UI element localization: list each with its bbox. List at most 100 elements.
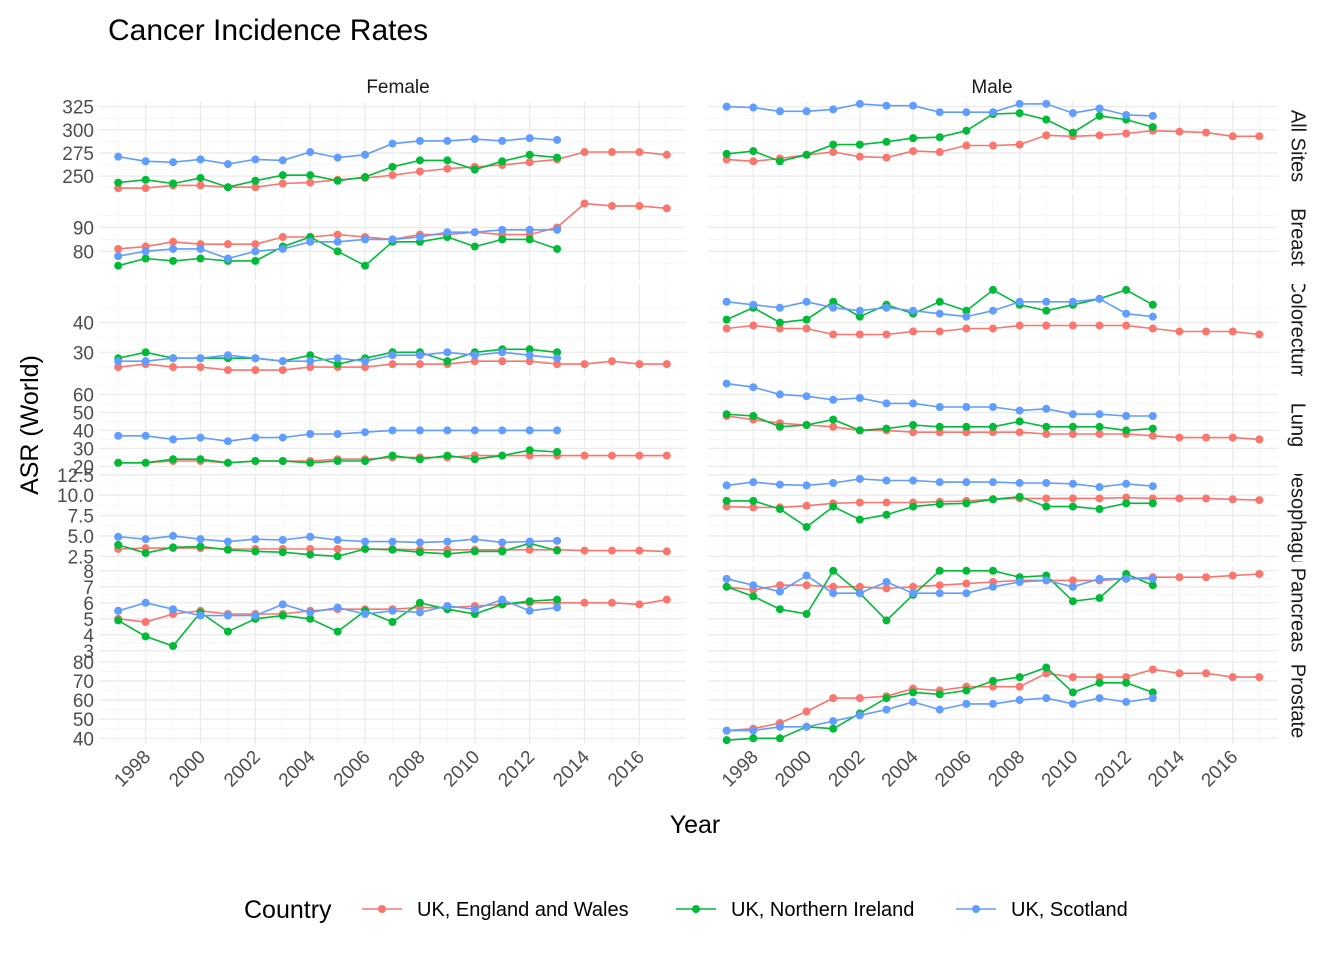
panel-breast-female: [99, 194, 686, 280]
data-point-uk-northern-ireland: [909, 134, 918, 143]
data-point-uk-scotland: [141, 357, 150, 366]
chart-title: Cancer Incidence Rates: [108, 14, 428, 47]
data-point-uk-england-and-wales: [662, 547, 671, 556]
data-point-uk-scotland: [415, 538, 424, 547]
data-point-uk-northern-ireland: [829, 502, 838, 511]
y-tick-label: 2.5: [68, 547, 94, 568]
data-point-uk-england-and-wales: [1255, 435, 1264, 444]
data-point-uk-scotland: [169, 435, 178, 444]
data-point-uk-northern-ireland: [1122, 285, 1131, 294]
data-point-uk-scotland: [962, 312, 971, 321]
data-point-uk-scotland: [1015, 297, 1024, 306]
data-point-uk-northern-ireland: [415, 548, 424, 557]
data-point-uk-scotland: [909, 476, 918, 485]
data-point-uk-england-and-wales: [1255, 570, 1264, 578]
data-point-uk-scotland: [882, 303, 891, 312]
y-tick-label: 80: [73, 242, 94, 263]
data-point-uk-scotland: [306, 532, 315, 541]
data-point-uk-scotland: [443, 348, 452, 357]
data-point-uk-northern-ireland: [223, 183, 232, 192]
data-point-uk-northern-ireland: [306, 458, 315, 467]
y-axis-title: ASR (World): [16, 355, 44, 495]
data-point-uk-scotland: [1042, 478, 1051, 487]
data-point-uk-scotland: [909, 589, 918, 598]
data-point-uk-england-and-wales: [722, 155, 731, 164]
data-point-uk-england-and-wales: [1015, 321, 1024, 330]
data-point-uk-scotland: [802, 107, 811, 116]
data-point-uk-northern-ireland: [498, 547, 507, 556]
data-point-uk-scotland: [1068, 109, 1077, 118]
data-point-uk-england-and-wales: [1148, 324, 1157, 333]
data-point-uk-scotland: [749, 478, 758, 487]
data-point-uk-england-and-wales: [1095, 673, 1104, 682]
data-point-uk-scotland: [498, 225, 507, 234]
data-point-uk-scotland: [223, 351, 232, 360]
data-point-uk-northern-ireland: [251, 547, 260, 556]
data-point-uk-scotland: [855, 99, 864, 108]
data-point-uk-northern-ireland: [1148, 123, 1157, 132]
data-point-uk-northern-ireland: [1122, 426, 1131, 435]
panel-colorectum-female: [99, 284, 686, 376]
data-point-uk-england-and-wales: [415, 360, 424, 369]
data-point-uk-england-and-wales: [278, 366, 287, 375]
data-point-uk-scotland: [775, 303, 784, 312]
data-point-uk-northern-ireland: [882, 424, 891, 433]
data-point-uk-northern-ireland: [775, 157, 784, 166]
y-tick-label: 8: [83, 562, 94, 583]
data-point-uk-northern-ireland: [306, 614, 315, 623]
data-point-uk-northern-ireland: [775, 605, 784, 614]
facet-strip-male: Male: [971, 77, 1012, 98]
data-point-uk-northern-ireland: [935, 133, 944, 142]
data-point-uk-england-and-wales: [989, 141, 997, 150]
facet-strip-row-breast: Breast: [1287, 208, 1309, 266]
data-point-uk-scotland: [855, 711, 864, 720]
data-point-uk-northern-ireland: [962, 499, 971, 508]
y-tick-label: 80: [73, 653, 94, 674]
data-point-uk-england-and-wales: [498, 357, 507, 366]
data-point-uk-england-and-wales: [251, 240, 260, 249]
data-point-uk-england-and-wales: [635, 600, 644, 609]
data-point-uk-northern-ireland: [989, 495, 997, 504]
data-point-uk-scotland: [470, 228, 479, 237]
legend-key-point: [972, 905, 980, 913]
data-point-uk-scotland: [882, 705, 891, 714]
data-point-uk-scotland: [802, 722, 811, 731]
data-point-uk-scotland: [909, 697, 918, 706]
facet-strip-row-oesophagus: Oesophagus: [1287, 474, 1309, 562]
data-point-uk-northern-ireland: [882, 137, 891, 146]
data-point-uk-england-and-wales: [607, 148, 616, 157]
data-point-uk-northern-ireland: [829, 415, 838, 424]
data-point-uk-scotland: [498, 348, 507, 357]
panel-lung-female: [99, 380, 686, 470]
x-tick-label: 2004: [275, 746, 320, 791]
data-point-uk-scotland: [525, 351, 534, 360]
y-tick-label: 60: [73, 691, 94, 712]
data-point-uk-northern-ireland: [722, 736, 731, 745]
data-point-uk-england-and-wales: [141, 184, 150, 193]
data-point-uk-northern-ireland: [989, 676, 997, 685]
data-point-uk-scotland: [1122, 412, 1131, 420]
data-point-uk-scotland: [1095, 694, 1104, 703]
data-point-uk-scotland: [333, 536, 342, 544]
y-tick-label: 10.0: [57, 486, 94, 507]
y-tick-label: 250: [62, 167, 94, 188]
data-point-uk-scotland: [989, 699, 997, 708]
data-point-uk-northern-ireland: [1095, 594, 1104, 602]
data-point-uk-scotland: [1068, 479, 1077, 488]
data-point-uk-scotland: [388, 426, 397, 435]
facet-strip-row-colorectum: Colorectum: [1287, 284, 1309, 376]
data-point-uk-northern-ireland: [722, 410, 731, 419]
panel-all-sites-male: [708, 99, 1278, 190]
data-point-uk-northern-ireland: [855, 312, 864, 321]
data-point-uk-northern-ireland: [802, 522, 811, 531]
data-point-uk-scotland: [802, 571, 811, 580]
data-point-uk-england-and-wales: [749, 157, 758, 166]
data-point-uk-scotland: [470, 535, 479, 544]
data-point-uk-scotland: [141, 535, 150, 544]
data-point-uk-scotland: [1068, 410, 1077, 419]
data-point-uk-scotland: [749, 103, 758, 112]
data-point-uk-northern-ireland: [775, 422, 784, 431]
data-point-uk-scotland: [196, 354, 205, 363]
data-point-uk-northern-ireland: [333, 360, 342, 369]
data-point-uk-northern-ireland: [553, 448, 562, 456]
